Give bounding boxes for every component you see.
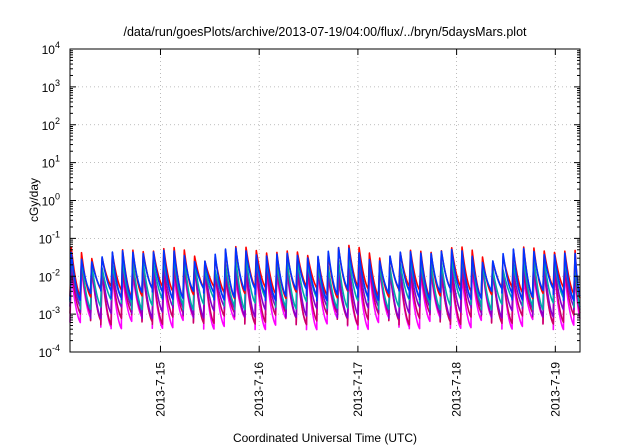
y-tick-label: 103 [42, 78, 60, 95]
series-line [69, 254, 581, 311]
y-axis: 10-4 10-3 10-2 10-1 100 101 102 103 104 [39, 40, 580, 360]
y-tick-label: 100 [42, 192, 60, 209]
chart-title: /data/run/goesPlots/archive/2013-07-19/0… [123, 25, 527, 39]
x-tick-label: 2013-7-17 [351, 362, 365, 417]
x-axis: 2013-7-15 2013-7-16 2013-7-17 2013-7-18 2013… [153, 49, 562, 417]
series-line [69, 247, 581, 302]
x-tick-label: 2013-7-19 [548, 362, 562, 417]
y-tick-label: 10-2 [39, 267, 60, 284]
y-tick-label: 10-3 [39, 305, 60, 322]
series-line [69, 262, 581, 326]
series-group [69, 244, 581, 331]
y-tick-label: 10-1 [39, 229, 60, 246]
x-tick-label: 2013-7-18 [450, 362, 464, 417]
y-tick-label: 102 [42, 116, 60, 133]
x-axis-label: Coordinated Universal Time (UTC) [233, 431, 417, 445]
x-tick-label: 2013-7-16 [252, 362, 266, 417]
y-tick-label: 10-4 [39, 343, 60, 360]
y-tick-label: 104 [42, 40, 60, 57]
x-tick-label: 2013-7-15 [153, 362, 167, 417]
y-tick-label: 101 [42, 154, 60, 171]
y-axis-label: cGy/day [27, 178, 41, 222]
